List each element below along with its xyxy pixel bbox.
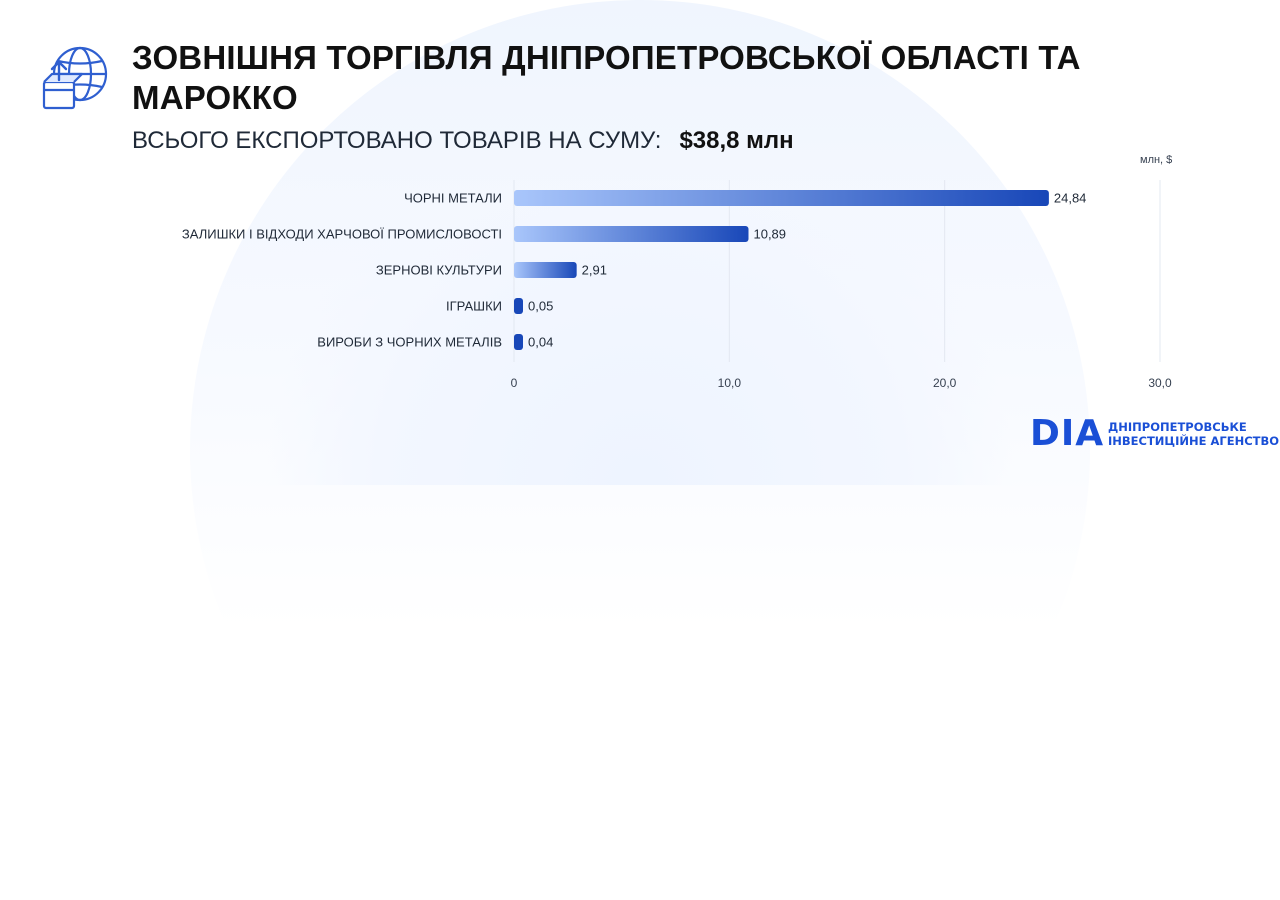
- data-label: 0,05: [528, 299, 553, 314]
- globe-export-box-icon: [42, 46, 108, 110]
- data-label: 10,89: [753, 227, 786, 242]
- x-tick-label: 30,0: [1148, 376, 1172, 390]
- export-total-label: ВСЬОГО ЕКСПОРТОВАНО ТОВАРІВ НА СУМУ:: [132, 127, 662, 154]
- bar-chart: ЧОРНІ МЕТАЛИ 24,84 ЗАЛИШКИ І ВІДХОДИ ХАРЧО…: [182, 180, 1172, 390]
- logo-line-2: ІНВЕСТИЦІЙНЕ АГЕНСТВО: [1108, 434, 1280, 448]
- logo-line-1: ДНІПРОПЕТРОВСЬКЕ: [1108, 420, 1247, 434]
- logo-text: ДНІПРОПЕТРОВСЬКЕ ІНВЕСТИЦІЙНЕ АГЕНСТВО: [1108, 420, 1279, 448]
- unit-label: млн, $: [1140, 154, 1173, 166]
- category-label: ЗЕРНОВІ КУЛЬТУРИ: [376, 263, 502, 278]
- bar: [514, 262, 577, 278]
- category-label: ІГРАШКИ: [446, 299, 502, 314]
- bar: [514, 226, 749, 242]
- agency-logo: DIA ДНІПРОПЕТРОВСЬКЕ ІНВЕСТИЦІЙНЕ АГЕНСТ…: [1030, 412, 1279, 456]
- page-title: ЗОВНІШНЯ ТОРГІВЛЯ ДНІПРОПЕТРОВСЬКОЇ ОБЛА…: [132, 39, 1081, 116]
- data-label: 24,84: [1054, 191, 1087, 206]
- x-tick-label: 20,0: [933, 376, 957, 390]
- category-label: ЧОРНІ МЕТАЛИ: [404, 191, 502, 206]
- x-tick-label: 0: [511, 376, 518, 390]
- bar: [514, 190, 1049, 206]
- logo-mark: DIA: [1030, 413, 1105, 454]
- export-total-amount: $38,8 млн: [679, 127, 794, 154]
- bar: [514, 334, 523, 350]
- category-label: ЗАЛИШКИ І ВІДХОДИ ХАРЧОВОЇ ПРОМИСЛОВОСТІ: [182, 227, 502, 242]
- bar: [514, 298, 523, 314]
- export-total: ВСЬОГО ЕКСПОРТОВАНО ТОВАРІВ НА СУМУ: $38,…: [132, 126, 794, 156]
- data-label: 0,04: [528, 335, 553, 350]
- category-label: ВИРОБИ З ЧОРНИХ МЕТАЛІВ: [317, 335, 502, 350]
- x-tick-label: 10,0: [718, 376, 742, 390]
- data-label: 2,91: [582, 263, 607, 278]
